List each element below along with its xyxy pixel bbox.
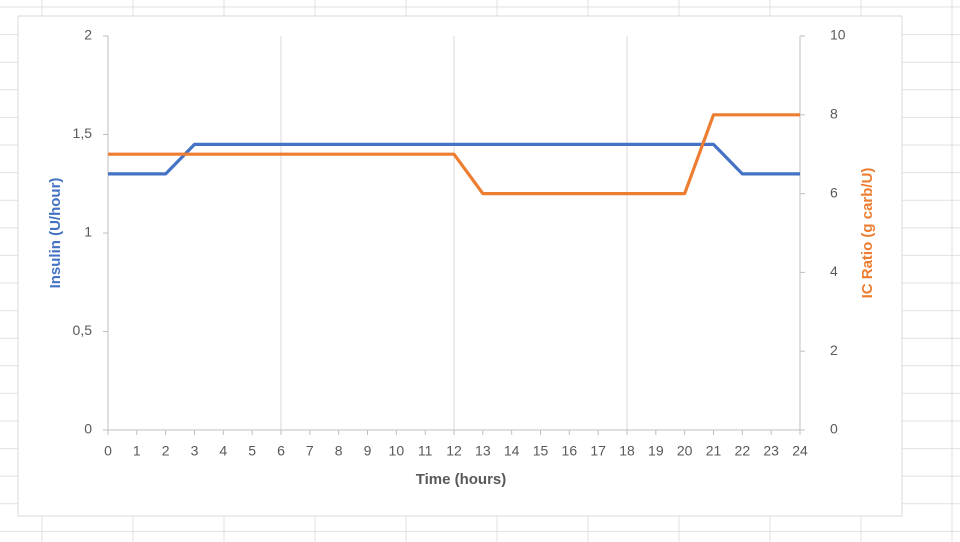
x-tick-label: 13 xyxy=(475,443,491,459)
y-axis-label: Insulin (U/hour) xyxy=(47,178,64,289)
x-tick-label: 1 xyxy=(133,443,141,459)
x-tick-label: 10 xyxy=(389,443,405,459)
x-tick-label: 12 xyxy=(446,443,462,459)
y-tick-label: 1 xyxy=(84,224,92,240)
y2-tick-label: 0 xyxy=(830,421,838,437)
x-tick-label: 19 xyxy=(648,443,664,459)
y-tick-label: 0 xyxy=(84,421,92,437)
y2-tick-label: 2 xyxy=(830,342,838,358)
x-tick-label: 9 xyxy=(364,443,372,459)
series-line xyxy=(108,142,800,176)
x-tick-label: 8 xyxy=(335,443,343,459)
y-tick-label: 1,5 xyxy=(73,125,93,141)
x-tick-label: 3 xyxy=(191,443,199,459)
y2-tick-label: 6 xyxy=(830,184,838,200)
x-tick-label: 24 xyxy=(792,443,808,459)
x-tick-label: 14 xyxy=(504,443,520,459)
series-line xyxy=(108,113,800,196)
x-tick-label: 0 xyxy=(104,443,112,459)
y-tick-label: 2 xyxy=(84,27,92,43)
x-tick-label: 20 xyxy=(677,443,693,459)
x-tick-label: 2 xyxy=(162,443,170,459)
y2-tick-label: 10 xyxy=(830,27,846,43)
y2-tick-label: 4 xyxy=(830,263,838,279)
x-tick-label: 22 xyxy=(735,443,751,459)
x-tick-label: 23 xyxy=(763,443,779,459)
x-tick-label: 15 xyxy=(533,443,549,459)
x-tick-label: 17 xyxy=(590,443,606,459)
x-axis-label: Time (hours) xyxy=(416,471,507,488)
x-tick-label: 16 xyxy=(562,443,578,459)
x-tick-label: 4 xyxy=(219,443,227,459)
y-tick-label: 0,5 xyxy=(73,322,93,338)
x-tick-label: 5 xyxy=(248,443,256,459)
y2-tick-label: 8 xyxy=(830,106,838,122)
chart-area xyxy=(17,15,903,517)
y2-axis-label: IC Ratio (g carb/U) xyxy=(859,168,876,299)
x-tick-label: 21 xyxy=(706,443,722,459)
x-tick-label: 11 xyxy=(418,443,433,459)
x-tick-label: 18 xyxy=(619,443,635,459)
x-tick-label: 7 xyxy=(306,443,314,459)
x-tick-label: 6 xyxy=(277,443,285,459)
